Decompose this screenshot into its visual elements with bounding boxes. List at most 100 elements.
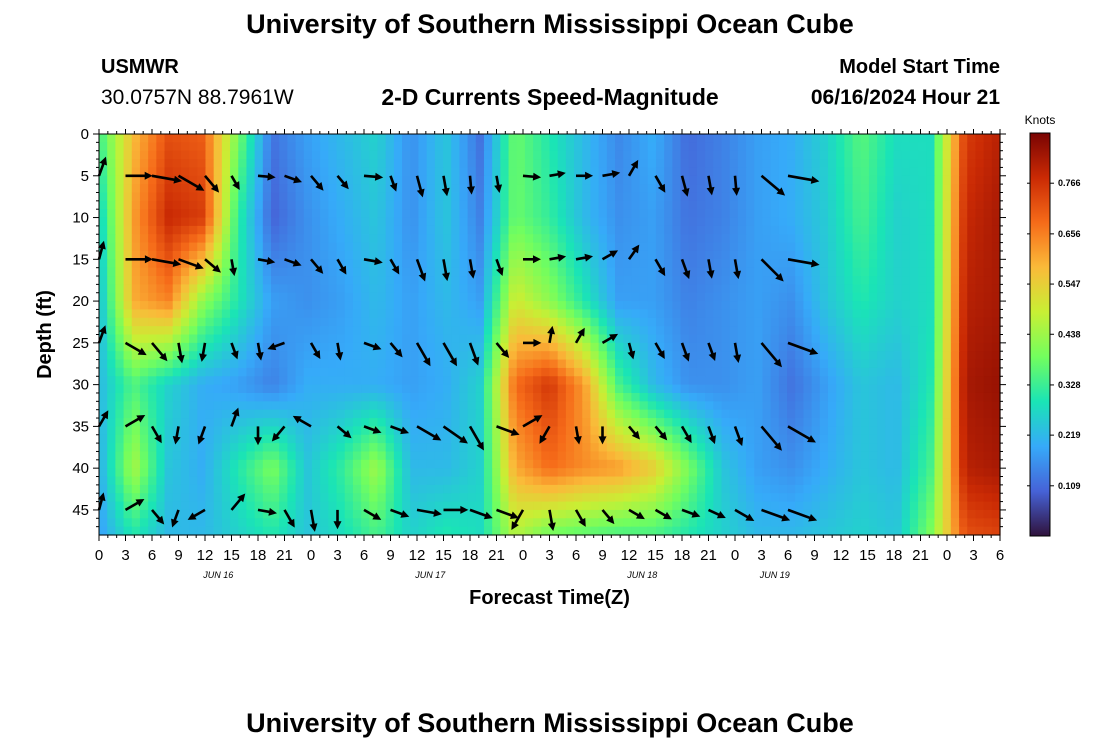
heatmap-cell <box>393 443 403 453</box>
heatmap-cell <box>295 192 305 202</box>
heatmap-cell <box>221 184 231 194</box>
heatmap-cell <box>230 184 239 194</box>
heatmap-cell <box>361 301 370 311</box>
heatmap-cell <box>377 392 387 402</box>
heatmap-cell <box>909 142 919 152</box>
heatmap-cell <box>647 250 657 260</box>
heatmap-cell <box>737 493 747 503</box>
heatmap-cell <box>762 184 772 194</box>
heatmap-cell <box>352 326 362 336</box>
heatmap-cell <box>271 501 280 511</box>
heatmap-cell <box>991 250 1001 260</box>
heatmap-cell <box>639 401 649 411</box>
heatmap-cell <box>983 209 993 219</box>
heatmap-cell <box>197 209 207 219</box>
heatmap-cell <box>721 159 731 169</box>
heatmap-cell <box>647 384 657 394</box>
heatmap-cell <box>901 309 911 319</box>
heatmap-cell <box>230 225 239 235</box>
heatmap-cell <box>795 142 805 152</box>
heatmap-cell <box>606 384 616 394</box>
heatmap-cell <box>516 267 526 277</box>
heatmap-cell <box>352 476 362 486</box>
heatmap-cell <box>746 459 755 469</box>
heatmap-cell <box>901 384 911 394</box>
heatmap-cell <box>287 317 297 327</box>
heatmap-cell <box>287 159 297 169</box>
heatmap-cell <box>311 317 321 327</box>
heatmap-cell <box>975 167 985 177</box>
heatmap-cell <box>901 142 911 152</box>
heatmap-cell <box>844 367 854 377</box>
heatmap-cell <box>385 134 395 143</box>
heatmap-cell <box>418 284 428 294</box>
heatmap-cell <box>565 209 575 219</box>
heatmap-cell <box>189 443 198 453</box>
heatmap-cell <box>631 250 641 260</box>
heatmap-cell <box>975 451 985 461</box>
heatmap-cell <box>156 301 166 311</box>
heatmap-cell <box>819 426 829 436</box>
heatmap-cell <box>705 150 714 160</box>
heatmap-cell <box>434 384 444 394</box>
heatmap-cell <box>311 476 321 486</box>
heatmap-cell <box>639 209 649 219</box>
heatmap-cell <box>713 234 723 244</box>
heatmap-cell <box>516 451 526 461</box>
heatmap-cell <box>664 326 673 336</box>
heatmap-cell <box>418 451 428 461</box>
heatmap-cell <box>164 284 174 294</box>
heatmap-cell <box>672 267 682 277</box>
heatmap-cell <box>213 334 223 344</box>
heatmap-cell <box>213 326 223 336</box>
heatmap-cell <box>582 426 592 436</box>
heatmap-cell <box>557 200 567 210</box>
heatmap-cell <box>844 134 854 143</box>
heatmap-cell <box>623 167 633 177</box>
heatmap-cell <box>336 184 346 194</box>
heatmap-cell <box>262 317 272 327</box>
heatmap-cell <box>443 351 452 361</box>
heatmap-cell <box>164 493 174 503</box>
heatmap-cell <box>549 167 559 177</box>
heatmap-cell <box>639 376 649 386</box>
heatmap-cell <box>213 476 223 486</box>
heatmap-cell <box>623 209 633 219</box>
heatmap-cell <box>868 476 878 486</box>
heatmap-cell <box>885 150 895 160</box>
heatmap-cell <box>787 367 796 377</box>
heatmap-cell <box>950 259 960 269</box>
heatmap-cell <box>598 175 608 185</box>
heatmap-cell <box>287 192 297 202</box>
heatmap-cell <box>107 150 116 160</box>
heatmap-cell <box>631 234 641 244</box>
heatmap-cell <box>115 342 125 352</box>
heatmap-cell <box>655 418 665 427</box>
heatmap-cell <box>606 167 616 177</box>
heatmap-cell <box>246 250 256 260</box>
heatmap-cell <box>909 326 919 336</box>
heatmap-cell <box>721 292 731 302</box>
heatmap-cell <box>713 209 723 219</box>
heatmap-cell <box>770 351 780 361</box>
heatmap-cell <box>811 334 821 344</box>
heatmap-cell <box>852 167 862 177</box>
heatmap-cell <box>991 434 1001 444</box>
heatmap-cell <box>541 250 551 260</box>
heatmap-cell <box>574 150 583 160</box>
heatmap-cell <box>860 167 870 177</box>
heatmap-cell <box>336 301 346 311</box>
heatmap-cell <box>443 468 452 478</box>
heatmap-cell <box>729 276 739 285</box>
heatmap-cell <box>746 476 755 486</box>
heatmap-cell <box>377 409 387 419</box>
heatmap-cell <box>934 326 944 336</box>
heatmap-cell <box>680 284 690 294</box>
heatmap-cell <box>893 434 903 444</box>
heatmap-cell <box>967 309 977 319</box>
heatmap-cell <box>156 443 166 453</box>
heatmap-cell <box>131 217 141 227</box>
heatmap-cell <box>967 476 977 486</box>
heatmap-cell <box>131 509 141 519</box>
heatmap-cell <box>336 192 346 202</box>
